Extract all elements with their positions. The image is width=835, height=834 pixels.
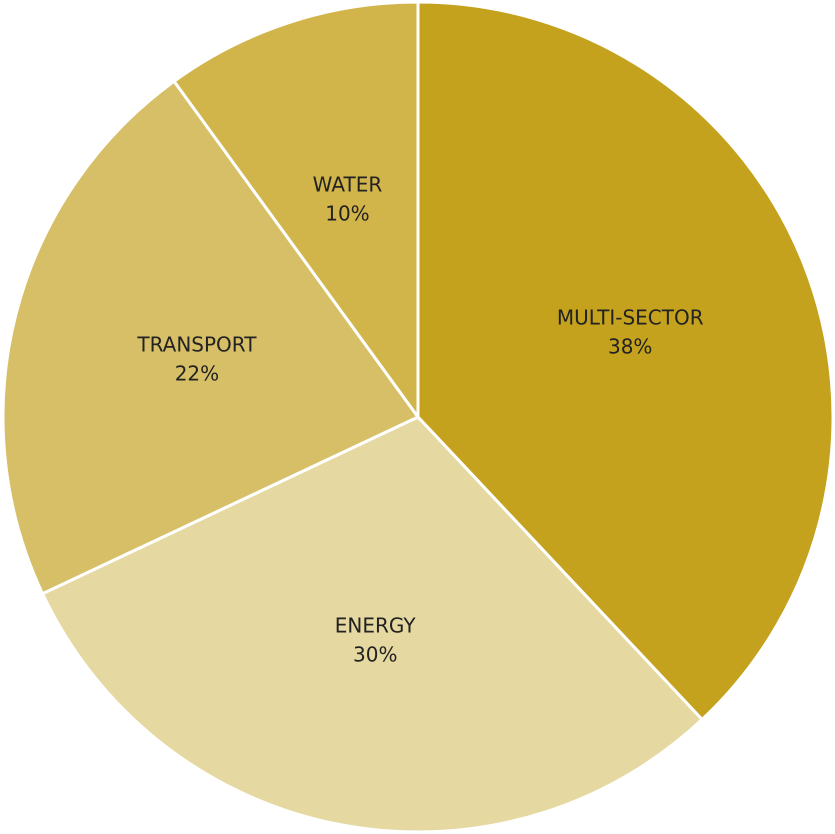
pie-slice: [40, 415, 705, 834]
slice-label: ENERGY: [335, 614, 417, 638]
slice-label: TRANSPORT: [136, 333, 257, 357]
slice-value-label: 22%: [175, 362, 219, 386]
slice-value-label: 30%: [353, 643, 397, 667]
pie-slice: [1, 79, 421, 596]
slice-value-label: 38%: [608, 334, 652, 358]
slice-value-label: 10%: [325, 201, 369, 225]
slice-label: MULTI-SECTOR: [557, 305, 704, 329]
pie-slice: [171, 0, 420, 422]
slice-label: WATER: [313, 172, 383, 196]
pie-slice: [416, 0, 835, 722]
